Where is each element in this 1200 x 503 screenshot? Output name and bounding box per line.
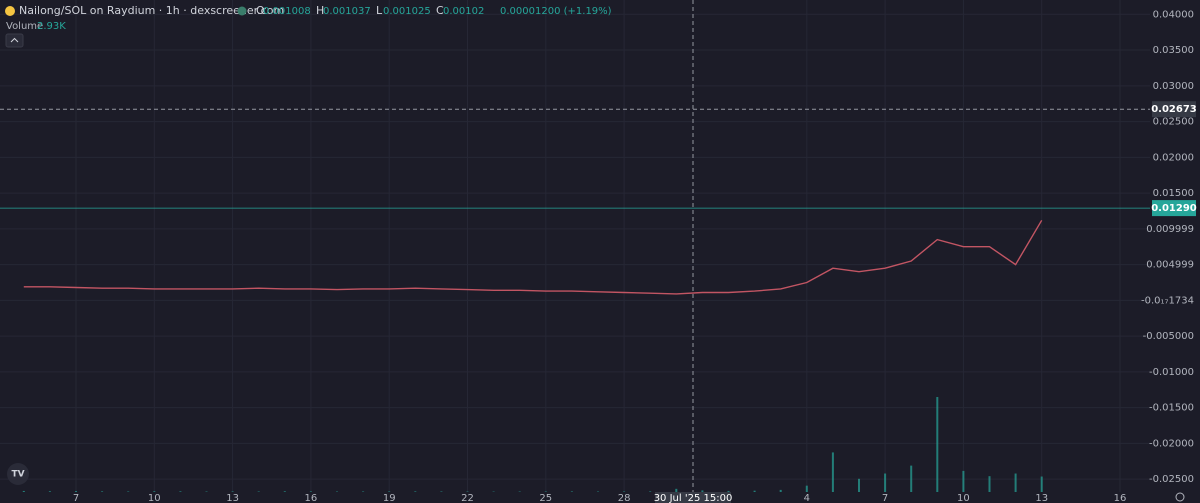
volume-bar [179, 491, 182, 492]
y-tick-label: -0.005000 [1143, 331, 1194, 342]
x-tick-label: 13 [1035, 493, 1048, 503]
volume-bar [910, 465, 913, 492]
crosshair-time-label: 30 Jul '25 15:00 [654, 493, 733, 503]
volume-bar [101, 491, 104, 492]
tv-logo[interactable] [7, 463, 29, 485]
axes: 0.04000 0.03500 0.03000 0.02500 0.02000 0.015… [73, 9, 1197, 503]
ohlc-value: 0.001025 [383, 6, 431, 17]
volume-bar [884, 473, 887, 492]
y-tick-label: 0.03000 [1153, 81, 1194, 92]
volume-bar [362, 491, 365, 492]
volume-bar [936, 397, 939, 492]
ohlc-legend: O0.001008 H0.001037 L 0.001025 C 0.00102 0.000… [256, 4, 612, 17]
volume-bar [701, 490, 704, 492]
volume-bar [675, 488, 678, 492]
y-tick-label: -0.02000 [1149, 438, 1194, 449]
volume-bar [440, 491, 443, 492]
volume-bar [570, 491, 573, 492]
ohlc-value: 0.00102 [443, 6, 484, 17]
y-tick-label: -0.01000 [1149, 367, 1194, 378]
tv-logo-mark: TV [11, 470, 24, 480]
volume-bar [22, 490, 25, 492]
y-tick-label: 0.004999 [1146, 260, 1194, 271]
y-tick-label: 0.009999 [1146, 224, 1194, 235]
ohlc-key: C [436, 4, 444, 17]
ohlc-change: 0.00001200 (+1.19%) [500, 6, 612, 17]
y-tick-label: 0.03500 [1153, 45, 1194, 56]
x-tick-label: 10 [148, 493, 161, 503]
volume-bar [388, 491, 391, 492]
volume-bar [283, 491, 286, 492]
ohlc-key: O [256, 4, 265, 17]
y-tick-label: -0.0₁₇1734 [1141, 295, 1194, 306]
x-tick-label: 13 [226, 493, 239, 503]
settings-icon[interactable] [1175, 492, 1185, 502]
x-tick-label: 7 [882, 493, 888, 503]
volume-bar [1014, 473, 1017, 492]
ohlc-value: 0.001008 [263, 6, 311, 17]
price-line [23, 219, 1043, 295]
y-tick-label: 0.02500 [1153, 117, 1194, 128]
ohlc-value: 0.001037 [323, 6, 371, 17]
x-tick-label: 16 [305, 493, 318, 503]
x-tick-label: 25 [539, 493, 552, 503]
volume-bar [75, 491, 77, 492]
collapse-icon [10, 37, 19, 43]
volume-bar [127, 491, 130, 492]
ohlc-key: H [316, 4, 324, 17]
token-icon [5, 6, 15, 16]
volume-bar [779, 489, 782, 492]
x-tick-label: 10 [957, 493, 970, 503]
volume-bar [805, 485, 808, 492]
volume-bar [753, 490, 756, 492]
volume-bar [962, 470, 965, 492]
x-tick-label: 22 [461, 493, 474, 503]
volume-bar [48, 491, 51, 492]
chart-title: Nailong/SOL on Raydium · 1h · dexscreene… [19, 4, 284, 17]
y-tick-label: -0.01500 [1149, 403, 1194, 414]
volume-bar [623, 491, 626, 492]
volume-bar [649, 491, 652, 492]
y-tick-label: 0.04000 [1153, 9, 1194, 20]
volume-name: Volume [6, 21, 43, 32]
crosshair-price-box [1152, 101, 1196, 118]
volume-bar [414, 491, 417, 492]
volume-bar [231, 491, 234, 492]
collapse-button[interactable] [5, 33, 24, 48]
plot [0, 0, 1150, 492]
y-tick-label: 0.01500 [1153, 188, 1194, 199]
crosshair-time-box [655, 492, 731, 503]
ohlc-key: L [376, 4, 383, 17]
volume-bar [309, 491, 312, 492]
volume-value: 2.93K [37, 21, 66, 32]
x-tick-label: 7 [73, 493, 79, 503]
crosshair-price-label: 0.02673 [1151, 104, 1197, 115]
volume-bar [727, 490, 730, 492]
volume-bar [988, 476, 991, 492]
volume-bar [858, 478, 860, 492]
status-dot [237, 6, 247, 16]
volume-bar [831, 452, 834, 492]
last-price-box [1152, 200, 1196, 217]
volume-bar [257, 491, 260, 492]
volume-bar [544, 491, 547, 492]
volume-bars [22, 397, 1043, 492]
price-axis [1150, 0, 1200, 503]
volume-bar [153, 491, 156, 492]
x-tick-label: 19 [383, 493, 396, 503]
x-tick-label: 16 [1114, 493, 1127, 503]
time-axis [0, 492, 1150, 503]
last-price-label: 0.01290 [1151, 203, 1197, 214]
volume-bar [1040, 476, 1043, 492]
x-tick-label: 4 [804, 493, 810, 503]
x-tick-label: 28 [618, 493, 631, 503]
y-tick-label: 0.02000 [1153, 152, 1194, 163]
y-tick-label: -0.02500 [1149, 474, 1194, 485]
